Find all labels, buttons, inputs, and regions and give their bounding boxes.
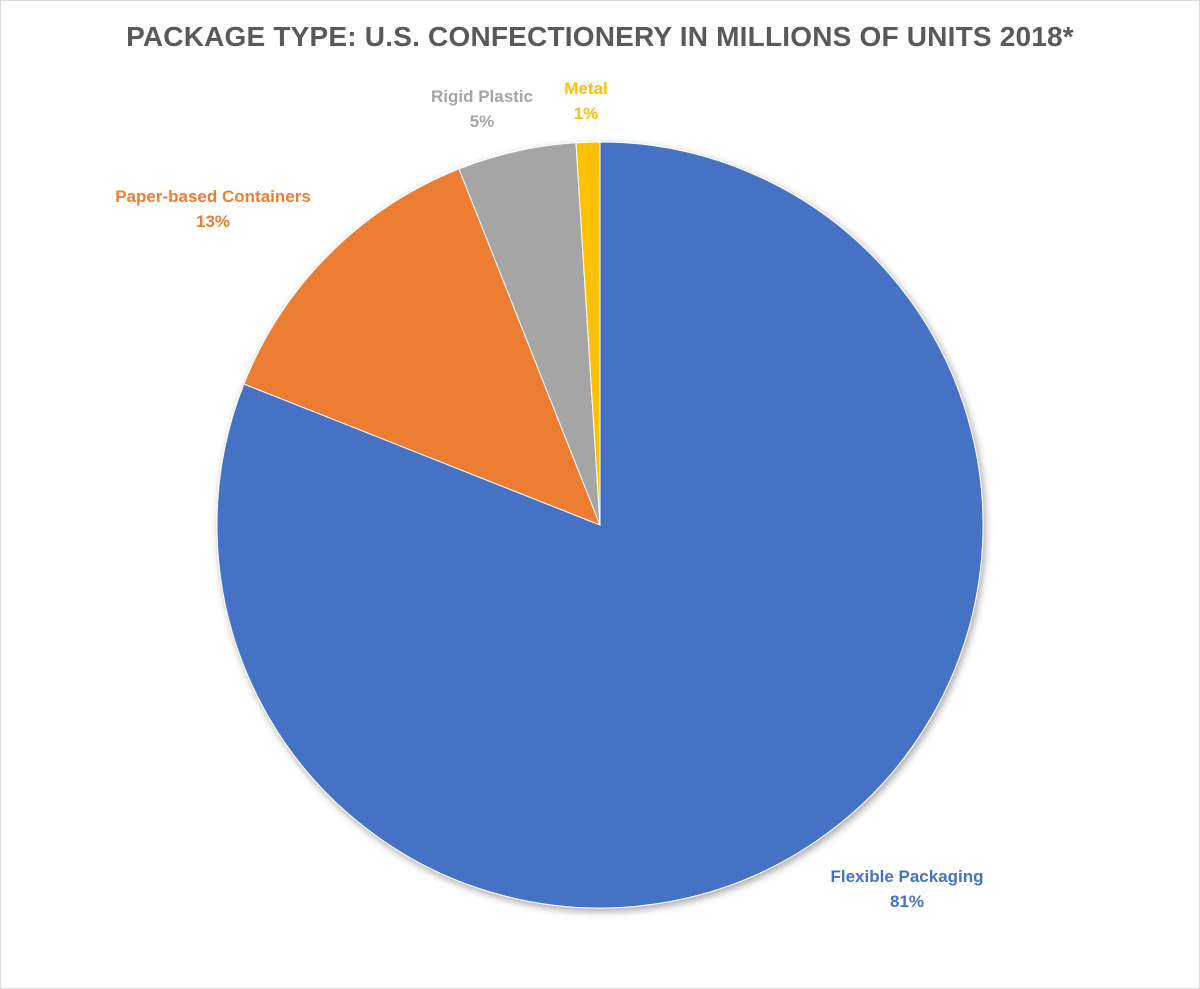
- data-label-percent: 1%: [574, 104, 599, 123]
- data-label-category: Rigid Plastic: [431, 87, 533, 106]
- chart-title: PACKAGE TYPE: U.S. CONFECTIONERY IN MILL…: [126, 21, 1074, 52]
- pie-slice-metal: [575, 141, 601, 526]
- data-label-category: Paper-based Containers: [115, 187, 311, 206]
- data-label-category: Metal: [564, 79, 607, 98]
- data-label-percent: 81%: [890, 892, 924, 911]
- data-label-category: Flexible Packaging: [830, 867, 983, 886]
- data-label-percent: 13%: [196, 212, 230, 231]
- data-label-percent: 5%: [470, 112, 495, 131]
- pie-slice-paper-based-containers: [243, 168, 601, 526]
